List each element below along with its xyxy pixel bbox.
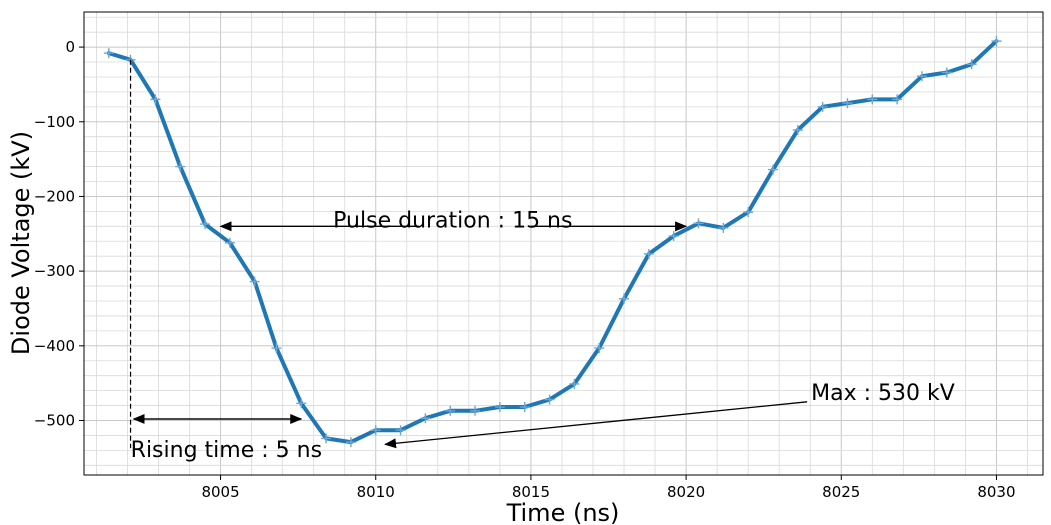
x-tick-label: 8005	[201, 483, 239, 501]
data-point	[643, 248, 654, 259]
data-point	[224, 237, 235, 248]
data-point	[693, 218, 704, 229]
data-point	[668, 231, 679, 242]
axis-ticks: 8005 8010 8015 8020 8025 8030 0 −100 −200 −300 −40…	[34, 38, 1016, 501]
y-axis-label: Diode Voltage (kV)	[7, 131, 35, 355]
y-tick-label: −500	[34, 411, 75, 429]
data-point	[296, 398, 307, 409]
series-group	[103, 36, 1002, 448]
annotation-label: Max : 530 kV	[811, 381, 955, 406]
data-point	[345, 437, 356, 448]
data-point	[743, 207, 754, 218]
data-point	[892, 94, 903, 105]
data-point	[941, 67, 952, 78]
annotation-arrow	[384, 401, 808, 449]
x-tick-label: 8015	[512, 483, 550, 501]
data-point	[792, 124, 803, 135]
grid	[84, 12, 1043, 475]
plot-area	[83, 11, 1044, 476]
data-point	[370, 425, 381, 436]
data-point	[817, 101, 828, 112]
data-point	[420, 413, 431, 424]
data-point	[271, 343, 282, 354]
x-tick-label: 8025	[822, 483, 860, 501]
data-point	[619, 293, 630, 304]
data-point	[249, 276, 260, 287]
data-point	[991, 36, 1002, 47]
y-tick-label: −300	[34, 262, 75, 280]
x-tick-label: 8030	[977, 483, 1015, 501]
data-point	[395, 425, 406, 436]
data-point	[569, 378, 580, 389]
y-tick-label: 0	[65, 38, 75, 56]
data-point	[966, 59, 977, 70]
data-point	[103, 48, 114, 59]
data-point	[544, 394, 555, 405]
data-point	[718, 222, 729, 233]
data-point	[494, 402, 505, 413]
annotations: Pulse duration : 15 ns Max : 530 kV Rising…	[129, 59, 955, 463]
data-point	[594, 343, 605, 354]
data-point	[519, 402, 530, 413]
data-point	[916, 71, 927, 82]
y-tick-label: −100	[34, 113, 75, 131]
data-point	[445, 405, 456, 416]
y-tick-label: −200	[34, 187, 75, 205]
data-point	[175, 161, 186, 172]
x-tick-label: 8020	[667, 483, 705, 501]
data-point	[767, 164, 778, 175]
data-point	[842, 98, 853, 109]
data-point	[150, 94, 161, 105]
x-tick-label: 8010	[357, 483, 395, 501]
data-point	[321, 433, 332, 444]
data-point	[470, 405, 481, 416]
annotation-label: Pulse duration : 15 ns	[333, 208, 572, 233]
annotation-label: Rising time : 5 ns	[131, 438, 322, 463]
data-point	[200, 219, 211, 230]
data-point	[867, 94, 878, 105]
x-axis-label: Time (ns)	[506, 499, 620, 525]
y-tick-label: −400	[34, 337, 75, 355]
